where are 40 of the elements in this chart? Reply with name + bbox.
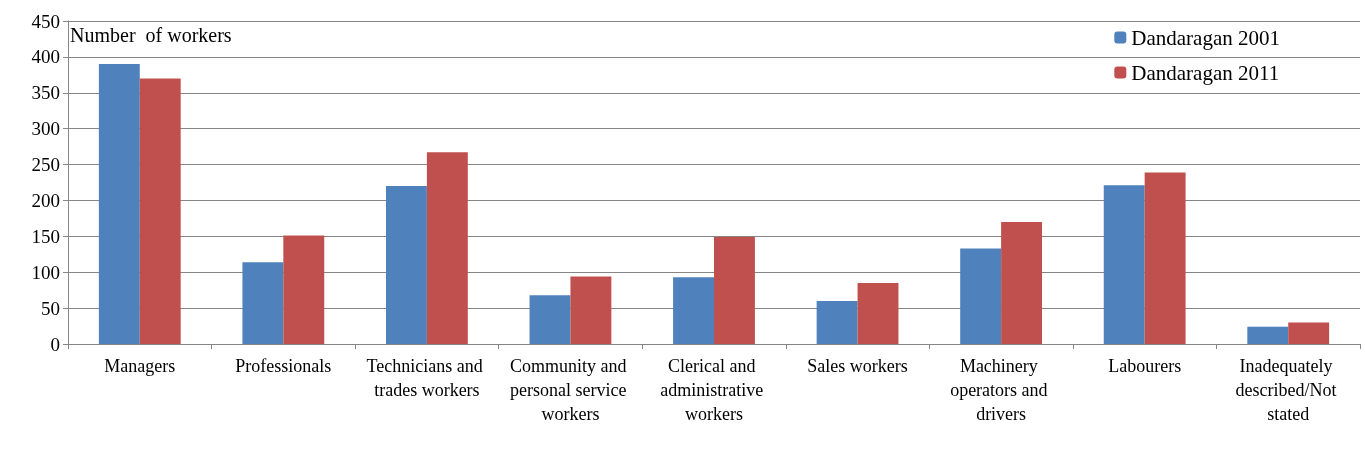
bar: [960, 248, 1002, 344]
y-tick-label: 50: [41, 297, 60, 319]
legend-label: Dandaragan 2011: [1131, 60, 1280, 85]
bar: [1144, 172, 1186, 344]
x-tick-label: Technicians and trades workers: [366, 356, 488, 400]
bar: [529, 295, 571, 344]
y-tick-label: 400: [31, 46, 60, 68]
x-tick-label: Inadequately described/Not stated: [1235, 356, 1341, 424]
x-tick-label: Community and personal service workers: [509, 356, 631, 424]
y-tick-label: 250: [31, 154, 60, 176]
y-tick-label: 300: [31, 118, 60, 140]
bar: [283, 235, 325, 344]
x-tick-label: Machinery operators and drivers: [950, 356, 1053, 424]
bar: [98, 64, 140, 344]
x-tick-label: Sales workers: [807, 356, 908, 376]
y-tick-label: 150: [31, 225, 60, 247]
x-tick-label: Labourers: [1108, 356, 1182, 376]
legend-label: Dandaragan 2001: [1131, 25, 1281, 50]
y-tick-label: 100: [31, 261, 60, 283]
y-tick-label: 0: [50, 333, 60, 355]
bar: [857, 282, 899, 344]
bar: [139, 78, 181, 344]
bar: [1247, 326, 1289, 344]
bar: [714, 237, 755, 344]
bar: [242, 262, 284, 344]
bar: [385, 186, 427, 344]
y-axis-title: Number of workers: [70, 24, 232, 46]
bar: [673, 277, 714, 344]
bar: [1288, 322, 1330, 344]
bar: [1103, 185, 1145, 344]
y-tick-label: 350: [31, 82, 60, 104]
y-tick-label: 450: [31, 10, 60, 32]
bar: [816, 300, 858, 344]
y-tick-label: 200: [31, 189, 60, 211]
x-tick-label: Managers: [104, 356, 176, 376]
bar: [570, 276, 612, 344]
bar: [1001, 221, 1043, 344]
bar: [426, 152, 468, 344]
x-tick-label: Clerical and administrative workers: [660, 356, 768, 424]
x-tick-label: Professionals: [235, 356, 332, 376]
